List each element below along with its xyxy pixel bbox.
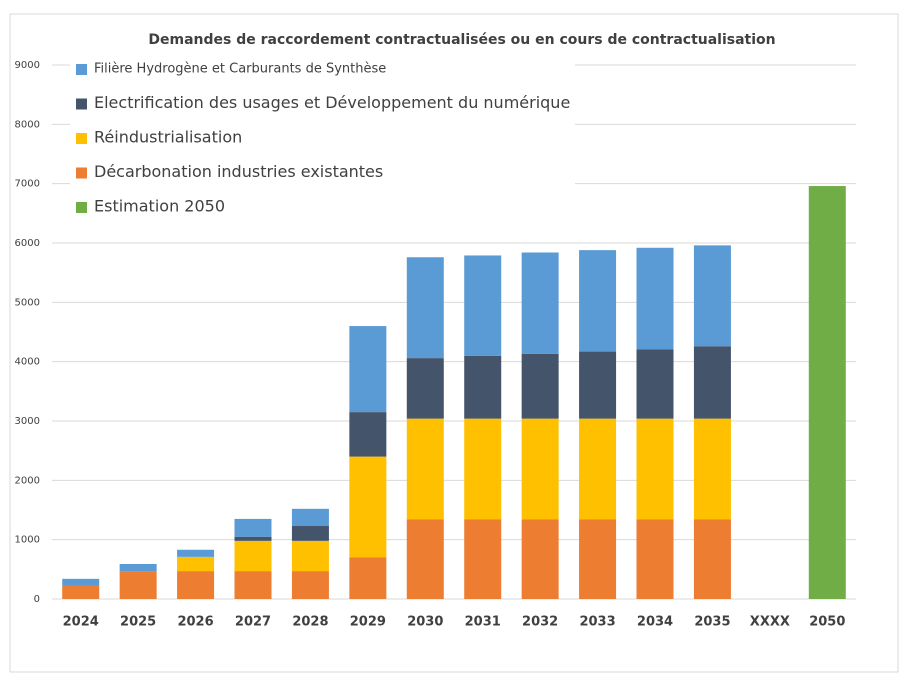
bar-segment bbox=[406, 358, 444, 419]
bar-segment bbox=[119, 571, 157, 599]
bar-segment bbox=[291, 526, 329, 541]
legend-swatch bbox=[76, 202, 87, 213]
legend-label: Décarbonation industries existantes bbox=[94, 162, 383, 181]
bar-segment bbox=[234, 540, 272, 572]
bar-segment bbox=[464, 355, 502, 419]
y-tick-label: 4000 bbox=[15, 357, 40, 368]
x-tick-label: 2035 bbox=[694, 615, 730, 630]
x-tick-label: 2030 bbox=[407, 615, 443, 630]
bar-segment bbox=[119, 563, 157, 572]
bar-segment bbox=[349, 326, 387, 413]
y-tick-label: 8000 bbox=[15, 119, 40, 130]
y-tick-label: 0 bbox=[34, 594, 40, 605]
bar-segment bbox=[521, 519, 559, 599]
y-tick-label: 1000 bbox=[15, 535, 40, 546]
x-tick-label: XXXX bbox=[750, 615, 790, 630]
bar-segment bbox=[579, 351, 617, 419]
chart-title: Demandes de raccordement contractualisée… bbox=[148, 32, 775, 48]
bar-segment bbox=[464, 519, 502, 599]
bar-segment bbox=[521, 418, 559, 520]
legend-swatch bbox=[76, 167, 87, 179]
y-tick-label: 7000 bbox=[15, 179, 40, 190]
bar-segment bbox=[693, 245, 731, 347]
legend-swatch bbox=[76, 98, 87, 110]
bar-segment bbox=[177, 549, 215, 557]
x-tick-label: 2026 bbox=[177, 615, 213, 630]
bar-segment bbox=[693, 519, 731, 599]
bar-segment bbox=[521, 252, 559, 354]
bar-segment bbox=[693, 418, 731, 520]
x-tick-label: 2028 bbox=[292, 615, 328, 630]
x-tick-label: 2031 bbox=[465, 615, 501, 630]
bar-segment bbox=[636, 418, 674, 520]
x-tick-label: 2027 bbox=[235, 615, 271, 630]
y-tick-label: 3000 bbox=[15, 416, 40, 427]
legend-label: Filière Hydrogène et Carburants de Synth… bbox=[94, 62, 386, 77]
bar-segment bbox=[579, 250, 617, 352]
bar-segment bbox=[349, 456, 387, 558]
bar-segment bbox=[406, 418, 444, 520]
bar-segment bbox=[349, 412, 387, 457]
bar-segment bbox=[177, 571, 215, 599]
bar-segment bbox=[636, 349, 674, 419]
bar-segment bbox=[636, 247, 674, 350]
bar-segment bbox=[177, 556, 215, 572]
bar-segment bbox=[464, 255, 502, 356]
bar-segment bbox=[579, 519, 617, 599]
y-tick-label: 2000 bbox=[15, 475, 40, 486]
x-tick-label: 2032 bbox=[522, 615, 558, 630]
x-tick-label: 2024 bbox=[63, 615, 99, 630]
x-tick-label: 2029 bbox=[350, 615, 386, 630]
bar-segment bbox=[406, 257, 444, 359]
legend-swatch bbox=[76, 133, 87, 144]
x-tick-label: 2034 bbox=[637, 615, 673, 630]
bar-segment bbox=[808, 186, 846, 600]
bar-segment bbox=[349, 557, 387, 599]
bar-segment bbox=[291, 508, 329, 527]
legend-label: Réindustrialisation bbox=[94, 128, 242, 147]
x-tick-label: 2033 bbox=[579, 615, 615, 630]
x-tick-label: 2050 bbox=[809, 615, 845, 630]
legend-swatch bbox=[76, 64, 87, 75]
bar-segment bbox=[234, 518, 272, 537]
bar-segment bbox=[636, 519, 674, 599]
y-tick-label: 9000 bbox=[15, 60, 40, 71]
bar-segment bbox=[62, 585, 100, 599]
legend-label: Electrification des usages et Développem… bbox=[94, 93, 570, 112]
legend-background bbox=[70, 55, 575, 225]
y-tick-label: 6000 bbox=[15, 238, 40, 249]
x-tick-label: 2025 bbox=[120, 615, 156, 630]
bar-segment bbox=[693, 346, 731, 419]
bar-segment bbox=[579, 418, 617, 520]
bar-segment bbox=[406, 519, 444, 599]
y-tick-label: 5000 bbox=[15, 297, 40, 308]
bar-segment bbox=[62, 578, 100, 586]
bar-segment bbox=[464, 418, 502, 520]
bar-segment bbox=[521, 353, 559, 419]
bar-segment bbox=[291, 571, 329, 599]
legend-label: Estimation 2050 bbox=[94, 197, 225, 216]
bar-segment bbox=[291, 540, 329, 572]
bar-segment bbox=[234, 571, 272, 599]
bar-segment bbox=[234, 536, 272, 541]
